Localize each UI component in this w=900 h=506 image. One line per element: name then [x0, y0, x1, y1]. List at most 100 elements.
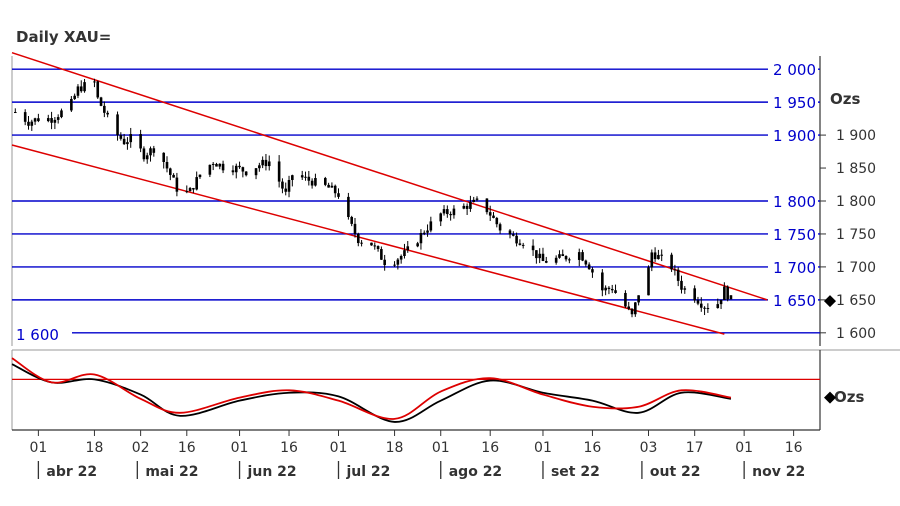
candle-body [653, 252, 657, 260]
candle-body [337, 193, 340, 197]
candle-body [53, 119, 57, 123]
oscillator-panel: Ozs [11, 350, 864, 430]
x-tick-label: 16 [584, 440, 602, 456]
candle-body [544, 260, 548, 263]
candle-body [281, 181, 284, 189]
candle-body [541, 253, 545, 261]
candle-body [192, 188, 195, 190]
candle-body [403, 250, 406, 256]
candle-body [393, 264, 396, 266]
candle-body [139, 134, 142, 149]
candle-body [610, 288, 614, 291]
channel-lines [11, 51, 768, 335]
candle-body [495, 217, 499, 225]
candle-body [577, 252, 581, 260]
candle-body [587, 264, 591, 270]
candle-body [396, 259, 400, 265]
candle-body [419, 232, 423, 244]
hline-label-bg-1700 [768, 257, 818, 276]
candle-body [162, 152, 166, 162]
candle-body [175, 177, 179, 192]
x-tick-label: 18 [386, 440, 404, 456]
candle-body [706, 308, 710, 310]
candle-body [93, 81, 96, 83]
candle-body [188, 188, 192, 192]
candle-body [267, 161, 271, 167]
osc-last-diamond [824, 391, 836, 404]
candle-body [33, 118, 37, 122]
candle-body [277, 161, 281, 182]
candle-body [429, 221, 433, 231]
candle-body [304, 176, 307, 178]
candle-body [152, 148, 156, 153]
candle-body [634, 302, 637, 315]
candle-body [680, 280, 683, 290]
candle-body [126, 142, 129, 145]
candle-body [449, 214, 452, 216]
candle-body [703, 307, 706, 309]
x-axis: 01 18 02 16 01 16 01 18 01 16 01 16 03 17 01 16 [29, 430, 803, 456]
y-tick-label-1750: 1 750 [836, 227, 876, 243]
candle-body [96, 81, 100, 98]
candle-body [116, 114, 119, 136]
candle-body [564, 256, 568, 260]
candle-body [23, 112, 27, 122]
x-tick-label: 16 [785, 440, 803, 456]
candle-body [601, 272, 604, 291]
candle-body [327, 184, 330, 188]
hline-label-bg-2000 [768, 60, 818, 79]
horizontal-lines: 2 000 1 950 1 900 1 800 1 750 1 700 1 650 1 600 [12, 60, 820, 344]
candle-body [637, 295, 640, 303]
candle-body [291, 175, 294, 181]
candle-body [238, 165, 241, 168]
candle-body [324, 178, 327, 185]
hline-label-1600: 1 600 [16, 326, 59, 344]
candle-body [353, 223, 357, 234]
y-tick-label-1850: 1 850 [836, 161, 876, 177]
x-tick-label: 18 [86, 440, 104, 456]
candle-body [333, 185, 337, 194]
candle-body [241, 167, 245, 172]
price-unit-label: Ozs [830, 90, 860, 108]
candle-body [330, 185, 334, 188]
candle-body [485, 198, 489, 213]
osc-series-1 [11, 357, 732, 420]
candle-body [46, 118, 50, 122]
candle-body [515, 235, 518, 244]
osc-last-marker [824, 391, 836, 404]
month-labels: abr 22 mai 22 jun 22 jul 22 ago 22 set 22 out … [37, 461, 805, 480]
candle-body [465, 205, 469, 209]
hline-label-2000: 2 000 [773, 61, 816, 79]
hline-label-bg-1650 [768, 290, 818, 309]
candle-body [521, 244, 525, 246]
month-label: jul 22 [345, 464, 390, 480]
candle-body [650, 252, 654, 268]
candle-body [660, 254, 663, 256]
candle-body [244, 171, 248, 176]
hline-label-bg-1950 [768, 93, 818, 112]
candle-body [591, 269, 594, 273]
candle-body [122, 138, 126, 145]
candle-body [488, 212, 492, 216]
candle-body [508, 230, 512, 235]
candle-body [422, 232, 426, 234]
hline-label-1800: 1 800 [773, 193, 816, 211]
hline-label-bg-1800 [768, 192, 818, 210]
candle-body [693, 288, 696, 301]
x-tick-label: 01 [29, 440, 47, 456]
hline-label-1950: 1 950 [773, 94, 816, 112]
candle-body [568, 259, 571, 261]
candle-body [673, 269, 677, 271]
candle-body [475, 198, 479, 200]
candle-body [314, 178, 317, 186]
candle-body [399, 255, 403, 260]
candle-body [607, 287, 611, 289]
candle-body [27, 121, 30, 126]
candle-body [376, 246, 380, 250]
month-label: abr 22 [46, 464, 97, 480]
candle-body [647, 267, 650, 296]
candle-body [37, 118, 40, 122]
candle-body [498, 224, 502, 231]
x-tick-label: 02 [132, 440, 150, 456]
candle-body [472, 199, 476, 202]
